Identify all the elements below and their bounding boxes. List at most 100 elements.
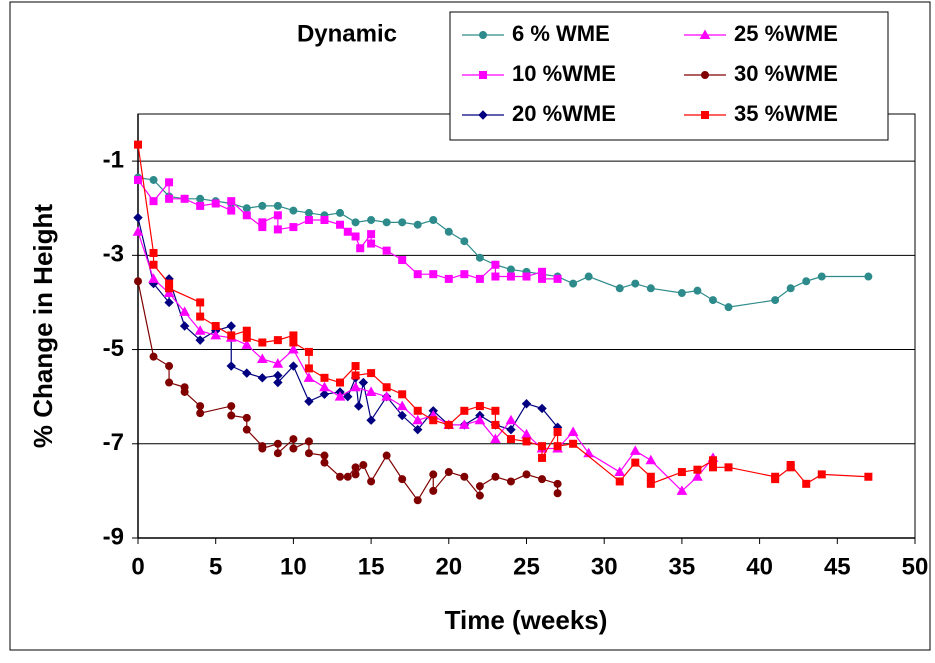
data-point: [334, 391, 346, 401]
data-point: [646, 284, 655, 293]
data-point: [398, 218, 407, 227]
data-point: [429, 470, 438, 479]
data-point: [359, 460, 368, 469]
data-point: [538, 453, 547, 462]
data-point: [429, 216, 438, 224]
data-point: [149, 260, 158, 269]
data-point: [444, 227, 453, 236]
data-point: [382, 218, 391, 227]
data-point: [242, 368, 252, 378]
data-point: [521, 399, 532, 409]
data-point: [491, 406, 500, 415]
data-point: [304, 396, 314, 407]
data-point: [320, 373, 329, 382]
data-point: [165, 378, 174, 387]
data-point: [538, 475, 547, 484]
data-point: [569, 439, 578, 448]
data-point: [351, 362, 360, 371]
data-point: [569, 279, 578, 288]
data-point: [196, 312, 205, 321]
data-point: [227, 206, 236, 215]
data-point: [382, 246, 391, 255]
data-point: [134, 140, 142, 149]
data-point: [553, 274, 562, 283]
data-point: [490, 433, 501, 444]
data-point: [258, 444, 267, 453]
data-point: [413, 270, 422, 279]
y-tick-label: -9: [103, 523, 124, 550]
data-point: [708, 463, 717, 472]
data-point: [149, 352, 158, 361]
data-point: [165, 362, 174, 371]
data-point: [506, 424, 516, 435]
data-point: [226, 321, 236, 331]
data-point: [397, 410, 407, 421]
x-tick-label: 0: [131, 553, 144, 580]
data-point: [771, 475, 780, 484]
data-point: [693, 286, 702, 295]
data-point: [506, 265, 515, 274]
data-point: [429, 416, 438, 425]
legend-marker: [479, 31, 487, 39]
y-axis-label: % Change in Height: [28, 204, 58, 448]
data-point: [273, 201, 282, 210]
data-point: [351, 218, 360, 227]
x-tick-label: 25: [513, 553, 540, 580]
data-point: [257, 373, 268, 383]
data-point: [367, 230, 376, 239]
data-point: [196, 409, 205, 418]
data-point: [538, 274, 547, 283]
data-point: [444, 420, 453, 429]
y-tick-label: -1: [103, 146, 124, 173]
data-point: [367, 477, 376, 486]
data-point: [303, 372, 315, 382]
data-point: [412, 414, 424, 425]
data-point: [538, 442, 547, 451]
data-point: [522, 272, 531, 281]
data-point: [304, 208, 313, 217]
data-point: [367, 369, 376, 378]
data-point: [304, 364, 313, 373]
legend: 6 % WME 10 %WME 20 %WME 25 %WME 30 %WME 35 %W…: [449, 11, 889, 141]
data-point: [367, 239, 376, 248]
data-point: [351, 470, 360, 479]
data-point: [273, 439, 282, 448]
data-point: [398, 256, 407, 265]
data-point: [786, 460, 795, 469]
x-tick-label: 5: [209, 553, 222, 580]
data-point: [864, 472, 873, 481]
data-point: [319, 381, 330, 392]
data-point: [336, 208, 345, 217]
data-point: [817, 470, 826, 479]
data-point: [631, 279, 640, 288]
data-point: [396, 400, 408, 411]
data-point: [242, 425, 251, 434]
data-point: [491, 472, 500, 481]
data-point: [692, 471, 703, 481]
data-point: [241, 339, 253, 349]
data-point: [381, 391, 392, 401]
y-tick-label: -5: [103, 335, 124, 362]
data-point: [864, 272, 873, 281]
data-point: [506, 435, 515, 444]
data-point: [227, 402, 236, 411]
data-point: [180, 387, 189, 396]
data-point: [179, 306, 190, 316]
data-point: [195, 335, 205, 345]
data-point: [522, 470, 531, 479]
data-point: [179, 321, 190, 331]
data-point: [429, 270, 438, 279]
data-point: [351, 371, 360, 380]
legend-label: 35 %WME: [734, 101, 838, 126]
data-point: [258, 201, 267, 210]
data-point: [289, 206, 298, 215]
data-point: [273, 449, 282, 458]
data-point: [351, 232, 360, 241]
data-point: [786, 284, 795, 293]
x-tick-label: 10: [280, 553, 307, 580]
data-point: [365, 386, 377, 396]
data-point: [491, 420, 500, 429]
data-point: [505, 414, 517, 425]
